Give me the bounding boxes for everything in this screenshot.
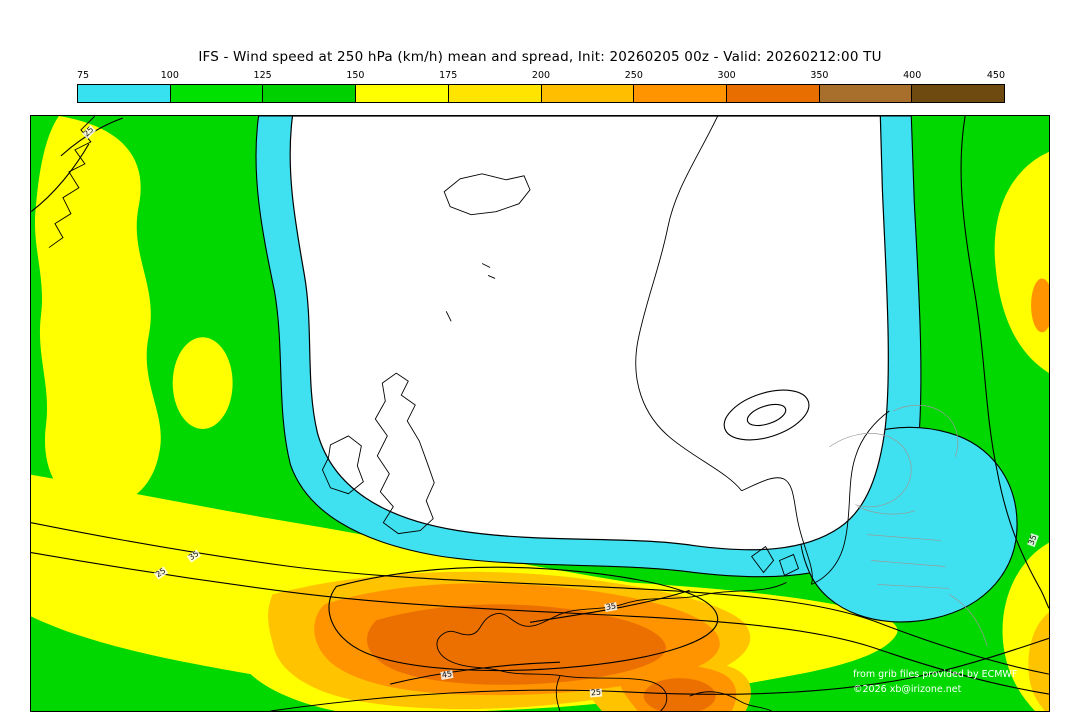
colorbar-segment bbox=[263, 85, 357, 102]
colorbar-segment bbox=[634, 85, 727, 102]
colorbar-segment bbox=[448, 85, 542, 102]
colorbar-tick: 400 bbox=[903, 70, 922, 81]
spread-contours bbox=[31, 116, 1049, 711]
colorbar-tick: 450 bbox=[986, 70, 1005, 81]
weather-map-svg bbox=[31, 116, 1049, 711]
colorbar-tick: 75 bbox=[77, 70, 90, 81]
colorbar-tick: 150 bbox=[346, 70, 365, 81]
colorbar-tick: 350 bbox=[810, 70, 829, 81]
region-white-low-wind bbox=[289, 116, 889, 551]
colorbar-tick: 175 bbox=[439, 70, 458, 81]
colorbar-segment bbox=[541, 85, 635, 102]
colorbar-tick: 300 bbox=[717, 70, 736, 81]
colorbar-segment bbox=[912, 85, 1005, 102]
attribution-source: from grib files provided by ECMWF bbox=[853, 669, 1018, 680]
colorbar-tick: 100 bbox=[160, 70, 179, 81]
colorbar-segment bbox=[170, 85, 264, 102]
borders-baltic bbox=[829, 404, 988, 647]
colorbar-tick: 250 bbox=[624, 70, 643, 81]
colorbar-tick: 125 bbox=[253, 70, 272, 81]
colorbar-tick: 200 bbox=[531, 70, 551, 81]
colorbar-segment bbox=[356, 85, 449, 102]
colorbar-segment bbox=[819, 85, 913, 102]
colorbar-segment bbox=[726, 85, 820, 102]
attribution-copyright: ©2026 xb@irizone.net bbox=[853, 684, 962, 695]
colorbar-segment bbox=[78, 85, 171, 102]
map-title: IFS - Wind speed at 250 hPa (km/h) mean … bbox=[198, 49, 882, 65]
colorbar-ticks: 75 100 125 150 175 200 250 300 350 400 450 bbox=[77, 69, 1005, 82]
coastlines bbox=[48, 116, 890, 711]
map-frame: 25 35 25 45 35 25 35 from grib files provided … bbox=[30, 115, 1050, 712]
colorbar bbox=[77, 84, 1005, 103]
